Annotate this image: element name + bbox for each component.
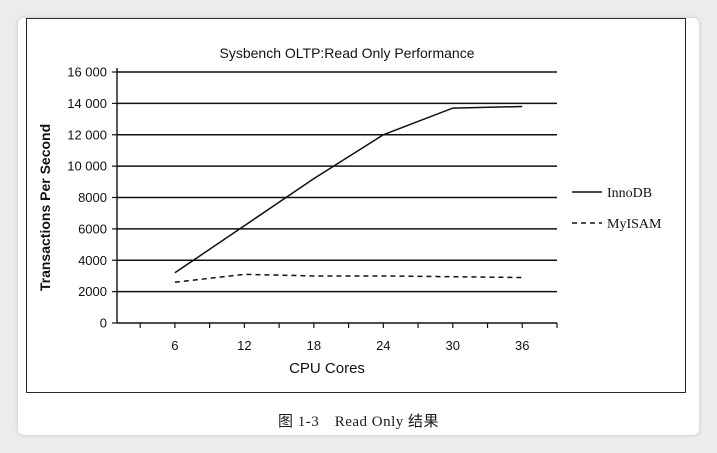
legend-label-myisam: MyISAM [607, 217, 662, 232]
x-axis-label: CPU Cores [289, 360, 365, 377]
series-line-myisam [174, 273, 523, 283]
chart-title: Sysbench OLTP:Read Only Performance [220, 45, 475, 61]
x-tick-label: 30 [446, 338, 460, 353]
y-tick-label: 6000 [78, 221, 107, 236]
chart-frame [26, 18, 686, 393]
x-tick-label: 12 [237, 338, 251, 353]
y-tick-label: 8000 [78, 190, 107, 205]
y-tick-label: 0 [100, 316, 107, 331]
legend-label-innodb: InnoDB [607, 186, 652, 201]
x-tick-label: 18 [307, 338, 321, 353]
y-tick-label: 4000 [78, 253, 107, 268]
figure-caption: 图 1-3 Read Only 结果 [277, 414, 440, 430]
y-tick-label: 12 000 [67, 127, 107, 142]
y-axis-label: Transactions Per Second [37, 124, 53, 291]
y-tick-label: 14 000 [67, 96, 107, 111]
figure-card [18, 18, 699, 435]
x-tick-label: 36 [515, 338, 529, 353]
y-tick-label: 16 000 [67, 65, 107, 80]
y-tick-label: 2000 [78, 284, 107, 299]
y-tick-label: 10 000 [67, 159, 107, 174]
x-tick-label: 6 [171, 338, 178, 353]
x-tick-label: 24 [376, 338, 390, 353]
series-line-innodb [174, 105, 523, 274]
